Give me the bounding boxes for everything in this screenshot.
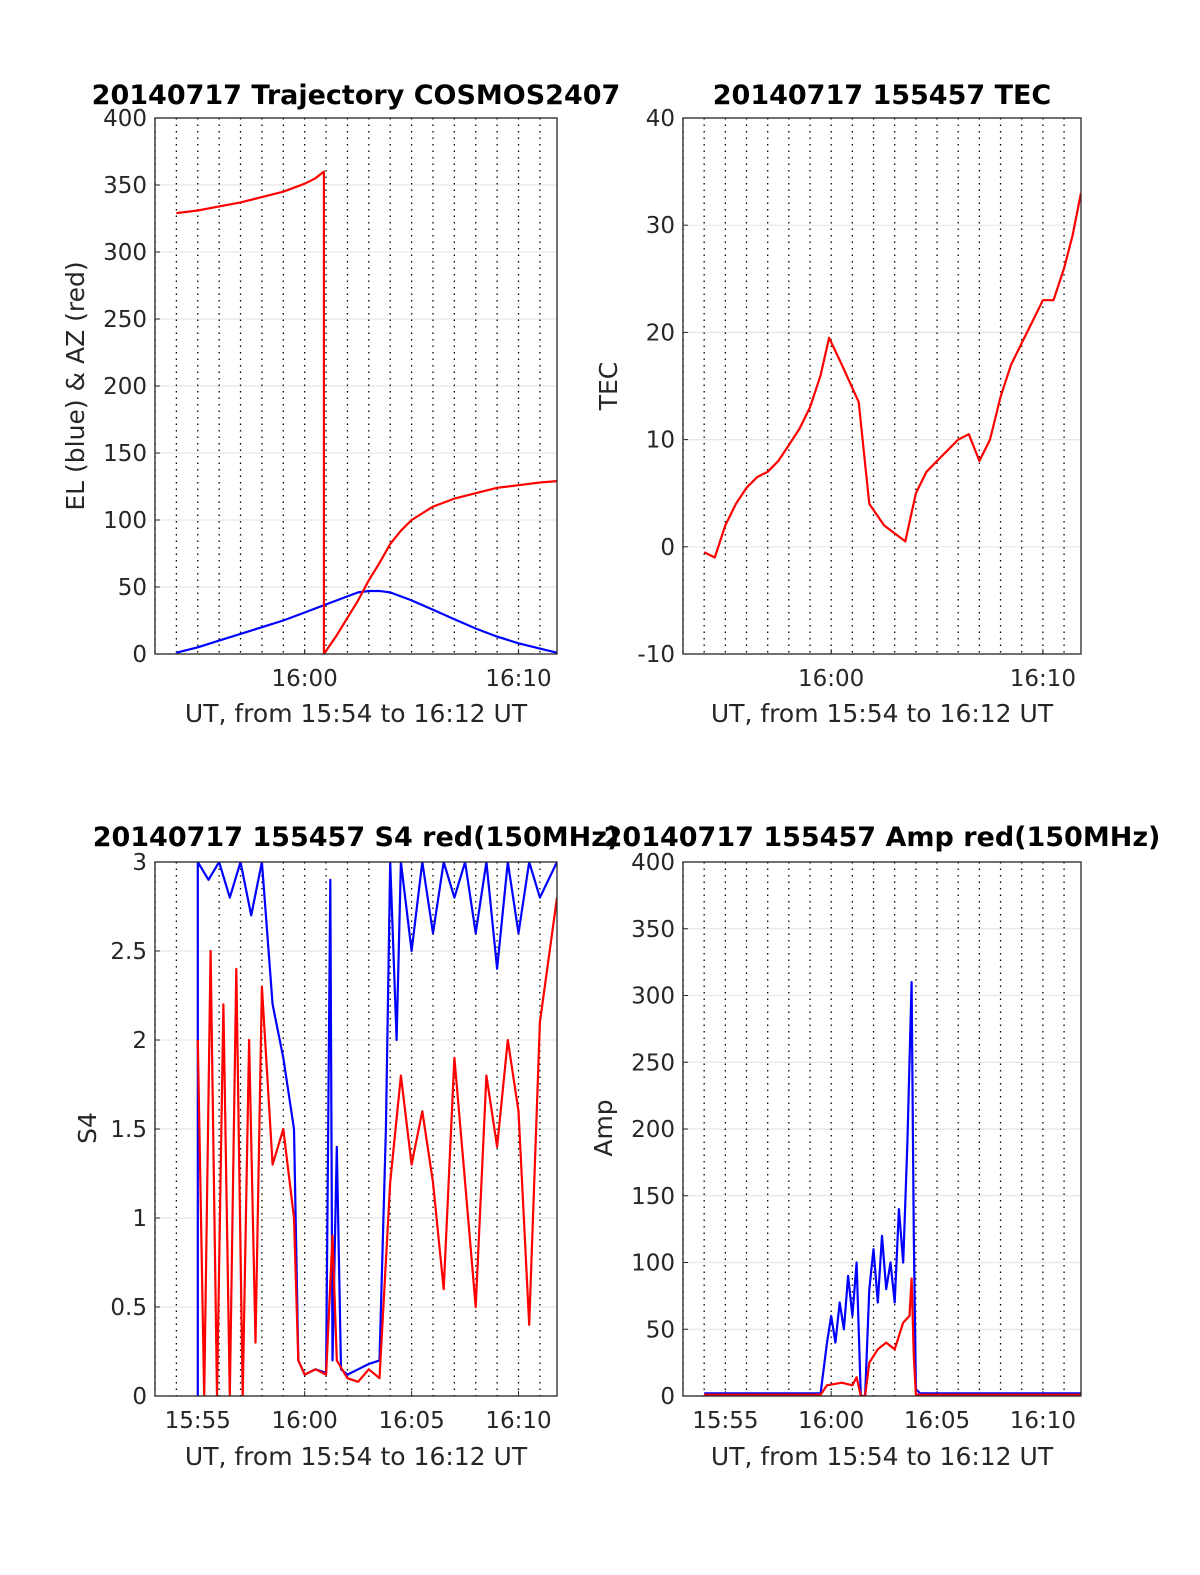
y-tick-label: 250 bbox=[103, 307, 147, 333]
chart-s4-ylabel: S4 bbox=[73, 1112, 102, 1144]
y-tick-label: 50 bbox=[646, 1317, 675, 1343]
plot-background bbox=[683, 118, 1081, 654]
chart-trajectory-plot-area: 0 50 100 150 200 250 300 350 400 16:00 16:10 bbox=[103, 106, 558, 692]
x-tick-label: 15:55 bbox=[165, 1408, 231, 1434]
chart-tec-xlabel: UT, from 15:54 to 16:12 UT bbox=[711, 699, 1054, 728]
y-tick-label: 200 bbox=[103, 374, 147, 400]
axes-box bbox=[154, 861, 558, 1397]
series-line-2 bbox=[704, 1277, 1081, 1396]
y-tick-label: 250 bbox=[631, 1050, 675, 1076]
x-tick-label: 16:00 bbox=[798, 666, 864, 692]
chart-s4-plot-area: 0 0.5 1 1.5 2 2.5 3 15:55 16:00 16:05 16:10 bbox=[110, 850, 558, 1434]
x-tick-label: 16:00 bbox=[272, 666, 338, 692]
chart-s4: 20140717 155457 S4 red(150MHz) UT, from … bbox=[73, 822, 619, 1471]
y-tick-label: 0 bbox=[132, 642, 147, 668]
x-tick-label: 16:10 bbox=[1010, 666, 1076, 692]
chart-tec-title: 20140717 155457 TEC bbox=[713, 80, 1052, 111]
chart-trajectory-ylabel: EL (blue) & AZ (red) bbox=[61, 261, 90, 510]
chart-trajectory-title: 20140717 Trajectory COSMOS2407 bbox=[92, 80, 621, 111]
y-tick-label: 2.5 bbox=[110, 939, 147, 965]
series-line-1 bbox=[196, 862, 557, 1396]
y-tick-label: 0 bbox=[660, 535, 675, 561]
series-line-1 bbox=[704, 980, 1081, 1396]
x-tick-label: 15:55 bbox=[692, 1408, 758, 1434]
chart-amp-xlabel: UT, from 15:54 to 16:12 UT bbox=[711, 1442, 1054, 1471]
y-tick-label: 300 bbox=[631, 984, 675, 1010]
chart-tec: 20140717 155457 TEC UT, from 15:54 to 16… bbox=[594, 80, 1082, 728]
y-tick-label: 1 bbox=[132, 1206, 147, 1232]
chart-s4-title: 20140717 155457 S4 red(150MHz) bbox=[93, 822, 620, 853]
x-tick-label: 16:10 bbox=[1010, 1408, 1076, 1434]
axes-box bbox=[682, 117, 1082, 655]
y-tick-label: 300 bbox=[103, 240, 147, 266]
chart-trajectory-xlabel: UT, from 15:54 to 16:12 UT bbox=[185, 699, 528, 728]
chart-trajectory: 20140717 Trajectory COSMOS2407 UT, from … bbox=[61, 80, 620, 728]
y-tick-label: 350 bbox=[103, 173, 147, 199]
y-tick-label: 40 bbox=[646, 106, 675, 132]
y-tick-label: 3 bbox=[132, 850, 147, 876]
x-tick-label: 16:00 bbox=[798, 1408, 864, 1434]
x-tick-label: 16:10 bbox=[485, 1408, 551, 1434]
y-tick-label: 0 bbox=[132, 1384, 147, 1410]
x-tick-label: 16:00 bbox=[272, 1408, 338, 1434]
series-line-1 bbox=[703, 192, 1081, 559]
y-tick-label: 400 bbox=[103, 106, 147, 132]
y-tick-label: 20 bbox=[646, 320, 675, 346]
chart-tec-plot-area: -10 0 10 20 30 40 16:00 16:10 bbox=[637, 106, 1082, 692]
chart-amp: 20140717 155457 Amp red(150MHz) UT, from… bbox=[589, 822, 1160, 1471]
chart-tec-ylabel: TEC bbox=[594, 362, 623, 412]
y-tick-label: 200 bbox=[631, 1117, 675, 1143]
chart-s4-xlabel: UT, from 15:54 to 16:12 UT bbox=[185, 1442, 528, 1471]
axes-box bbox=[154, 117, 558, 655]
y-tick-label: 400 bbox=[631, 850, 675, 876]
y-tick-label: 10 bbox=[646, 428, 675, 454]
series-line-1 bbox=[176, 589, 557, 654]
x-tick-label: 16:05 bbox=[378, 1408, 444, 1434]
chart-amp-plot-area: 0 50 100 150 200 250 300 350 400 15:55 16:00 16:05 1… bbox=[631, 850, 1082, 1434]
y-tick-label: 350 bbox=[631, 917, 675, 943]
y-tick-label: 150 bbox=[103, 441, 147, 467]
y-tick-label: 0.5 bbox=[110, 1295, 147, 1321]
y-tick-label: -10 bbox=[637, 642, 675, 668]
series-line-2 bbox=[176, 170, 557, 654]
y-tick-label: 1.5 bbox=[110, 1117, 147, 1143]
y-tick-label: 150 bbox=[631, 1184, 675, 1210]
x-tick-label: 16:05 bbox=[904, 1408, 970, 1434]
y-tick-label: 100 bbox=[631, 1251, 675, 1277]
y-tick-label: 30 bbox=[646, 213, 675, 239]
y-tick-label: 50 bbox=[118, 575, 147, 601]
axes-box bbox=[682, 861, 1082, 1397]
y-tick-label: 100 bbox=[103, 508, 147, 534]
chart-amp-ylabel: Amp bbox=[589, 1099, 618, 1156]
y-tick-label: 2 bbox=[132, 1028, 147, 1054]
chart-amp-title: 20140717 155457 Amp red(150MHz) bbox=[604, 822, 1161, 853]
y-tick-label: 0 bbox=[660, 1384, 675, 1410]
x-tick-label: 16:10 bbox=[485, 666, 551, 692]
series-line-2 bbox=[196, 897, 557, 1396]
